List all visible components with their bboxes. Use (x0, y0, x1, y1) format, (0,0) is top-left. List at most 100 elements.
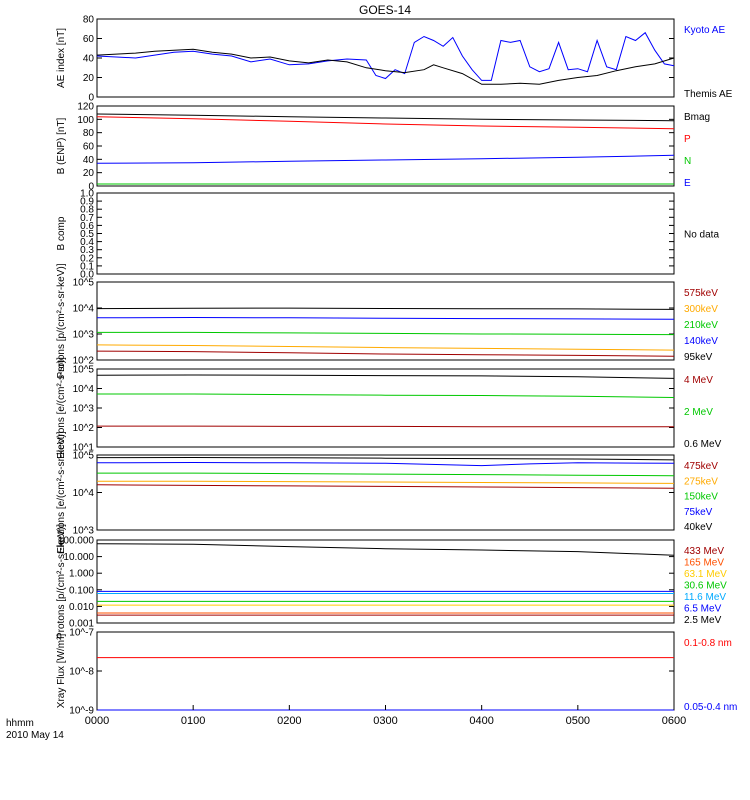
y-tick-label: 80 (83, 128, 95, 139)
panel-frame (96, 539, 675, 624)
panel-6: 10^3 10^4 10^5 Electrons [e/(cm²-s-sr-keV)]… (56, 431, 718, 553)
y-axis-label: AE index [nT] (56, 28, 67, 88)
y-tick-label: 10^3 (73, 404, 95, 415)
series-line-0-6-mev (96, 374, 675, 379)
panel-frame (96, 192, 675, 275)
y-tick-label: 10^4 (73, 304, 95, 315)
y-tick-label: 20 (83, 73, 95, 84)
y-tick-label: 0.2 (80, 253, 94, 264)
x-tick-label: 0600 (662, 715, 686, 727)
panel-1: 0 20 40 60 80 AE index [nT] Kyoto AE Themis AE (56, 15, 733, 104)
legend-entry: 0.1-0.8 nm (684, 638, 732, 649)
y-tick-label: 10^-7 (69, 628, 94, 639)
y-tick-label: 60 (83, 34, 95, 45)
y-tick-label: 80 (83, 15, 95, 26)
y-tick-label: 10^3 (73, 330, 95, 341)
y-tick-label: 0.1 (80, 261, 94, 272)
y-tick-label: 10^1 (73, 443, 95, 454)
legend-entry: 2.5 MeV (684, 615, 722, 626)
panel-frame (96, 454, 675, 531)
figure-title: GOES-14 (359, 3, 411, 17)
y-tick-label: 10^2 (73, 356, 95, 367)
series-line-210kev (97, 331, 675, 336)
legend-entry: 433 MeV (684, 546, 724, 557)
y-tick-label: 1.000 (69, 569, 94, 580)
time-axis: 0000 0100 0200 0300 0400 0500 0600 (85, 705, 686, 727)
legend-entry: 40keV (684, 522, 713, 533)
x-tick-label: 0000 (85, 715, 109, 727)
legend-entry: 150keV (684, 492, 718, 503)
y-tick-label: 0.3 (80, 245, 94, 256)
legend-entry: Bmag (684, 112, 710, 123)
y-tick-label: 0.0 (80, 270, 94, 281)
y-tick-label: 20 (83, 168, 95, 179)
y-tick-label: 0 (88, 182, 94, 193)
legend-entry: E (684, 178, 691, 189)
legend-entry: 4 MeV (684, 375, 713, 386)
y-tick-label: 10^5 (73, 278, 95, 289)
series-line-kyoto-ae (96, 31, 675, 81)
y-tick-label: 0.7 (80, 213, 94, 224)
y-axis-label: Protons [p/(cm²-s-sr-keV)] (56, 524, 67, 639)
series-line-150kev (97, 472, 675, 477)
series-line-575kev (96, 350, 675, 357)
x-tick-label: 0200 (277, 715, 301, 727)
legend-entry: Kyoto AE (684, 25, 725, 36)
panel-frame (96, 18, 675, 98)
panel-frame (96, 281, 675, 361)
series-line-95kev (96, 307, 675, 310)
y-tick-label: 0.4 (80, 237, 94, 248)
y-tick-label: 1.0 (80, 189, 94, 200)
panel-3: 0.00.10.20.30.40.50.60.70.80.91.0 B comp N… (56, 189, 719, 281)
series-line-themis-ae (96, 48, 675, 85)
legend-entry: P (684, 134, 691, 145)
time-axis-label-date: 2010 May 14 (6, 730, 64, 741)
series-line-75kev (96, 461, 675, 467)
legend-entry: 165 MeV (684, 558, 724, 569)
legend-entry: N (684, 156, 691, 167)
series-line-140kev (96, 316, 675, 320)
y-axis-label: B (ENP) [nT] (56, 117, 67, 174)
panel-2: 0 20 40 60 80 100 120 B (ENP) [nT] Bmag PNE (56, 102, 710, 193)
series-line-bmag (96, 113, 675, 122)
y-tick-label: 0 (88, 93, 94, 104)
y-tick-label: 0.5 (80, 229, 94, 240)
y-tick-label: 0.6 (80, 221, 94, 232)
x-tick-label: 0100 (181, 715, 205, 727)
series-line-4-mev (97, 425, 674, 428)
legend-entry: 0.05-0.4 nm (684, 702, 737, 713)
y-axis-label: Protons [p/(cm²-s-sr-keV)] (56, 263, 67, 378)
y-axis-label: Electrons [e/(cm²-s-sr)] (56, 357, 67, 459)
legend-entry: 575keV (684, 288, 718, 299)
legend-entry: 2 MeV (684, 407, 713, 418)
legend-entry: 6.5 MeV (684, 604, 722, 615)
y-axis-label: Electrons [e/(cm²-s-sr-keV)] (56, 431, 67, 553)
y-tick-label: 0.010 (69, 602, 94, 613)
y-tick-label: 100.000 (58, 536, 95, 547)
y-tick-label: 10^5 (73, 365, 95, 376)
y-tick-label: 10^4 (73, 384, 95, 395)
legend-entry: 0.6 MeV (684, 439, 722, 450)
legend-entry: 275keV (684, 476, 718, 487)
series-line-2-5-mev (96, 543, 675, 556)
legend-entry: Themis AE (684, 89, 733, 100)
panel-frame (96, 368, 675, 448)
x-tick-label: 0400 (469, 715, 493, 727)
series-line-300kev (96, 344, 675, 351)
legend-entry: 75keV (684, 507, 713, 518)
series-line-40kev (96, 456, 675, 461)
legend-entry: 140keV (684, 336, 718, 347)
no-data-label: No data (684, 230, 719, 241)
y-tick-label: 0.8 (80, 205, 94, 216)
y-tick-label: 10^-8 (69, 667, 94, 678)
series-line-p (96, 116, 675, 130)
y-tick-label: 0.100 (69, 585, 94, 596)
panel-4: 10^2 10^3 10^4 10^5 Protons [p/(cm²-s-sr-keV… (56, 263, 718, 378)
legend-entry: 11.6 MeV (684, 592, 726, 603)
y-tick-label: 10^5 (73, 451, 95, 462)
legend-entry: 210keV (684, 320, 718, 331)
y-tick-label: 120 (77, 102, 94, 113)
y-tick-label: 40 (83, 54, 95, 65)
